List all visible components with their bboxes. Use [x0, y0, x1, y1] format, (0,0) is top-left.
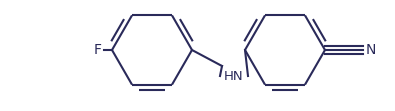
Text: N: N [366, 43, 376, 57]
Text: F: F [94, 43, 102, 57]
Text: HN: HN [224, 69, 244, 82]
